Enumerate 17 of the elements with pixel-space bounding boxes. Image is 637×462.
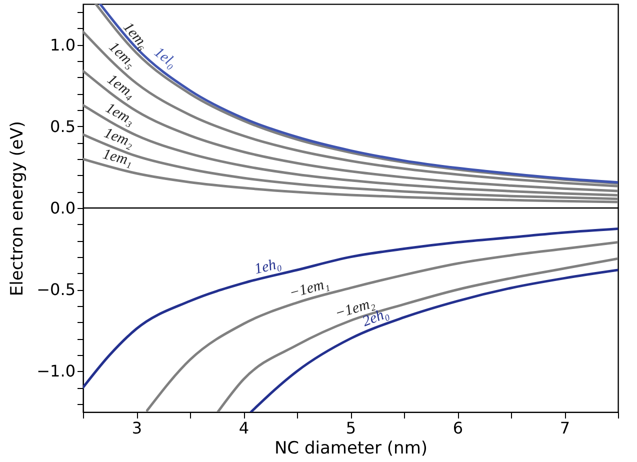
- x-tick-label: 3: [132, 418, 142, 438]
- text: 1eh₀: [252, 256, 283, 278]
- y-tick-label: 0.0: [50, 198, 76, 218]
- x-tick-label: 4: [238, 418, 250, 438]
- y-tick-label: −1.0: [36, 362, 76, 381]
- x-tick-label: 7: [560, 418, 570, 438]
- text: −1em₁: [288, 276, 331, 302]
- y-tick-label: −0.5: [36, 280, 76, 300]
- text: 1el₀: [150, 44, 180, 72]
- y-tick-label: 1.0: [50, 35, 76, 54]
- x-axis-title: NC diameter (nm): [274, 438, 428, 458]
- y-tick-label: 0.5: [50, 116, 76, 136]
- x-tick-label: 6: [452, 418, 464, 438]
- y-axis-title: Electron energy (eV): [8, 120, 28, 296]
- x-tick-label: 5: [346, 418, 356, 438]
- text: 1em₃: [102, 100, 138, 129]
- text: 1em₄: [104, 72, 138, 102]
